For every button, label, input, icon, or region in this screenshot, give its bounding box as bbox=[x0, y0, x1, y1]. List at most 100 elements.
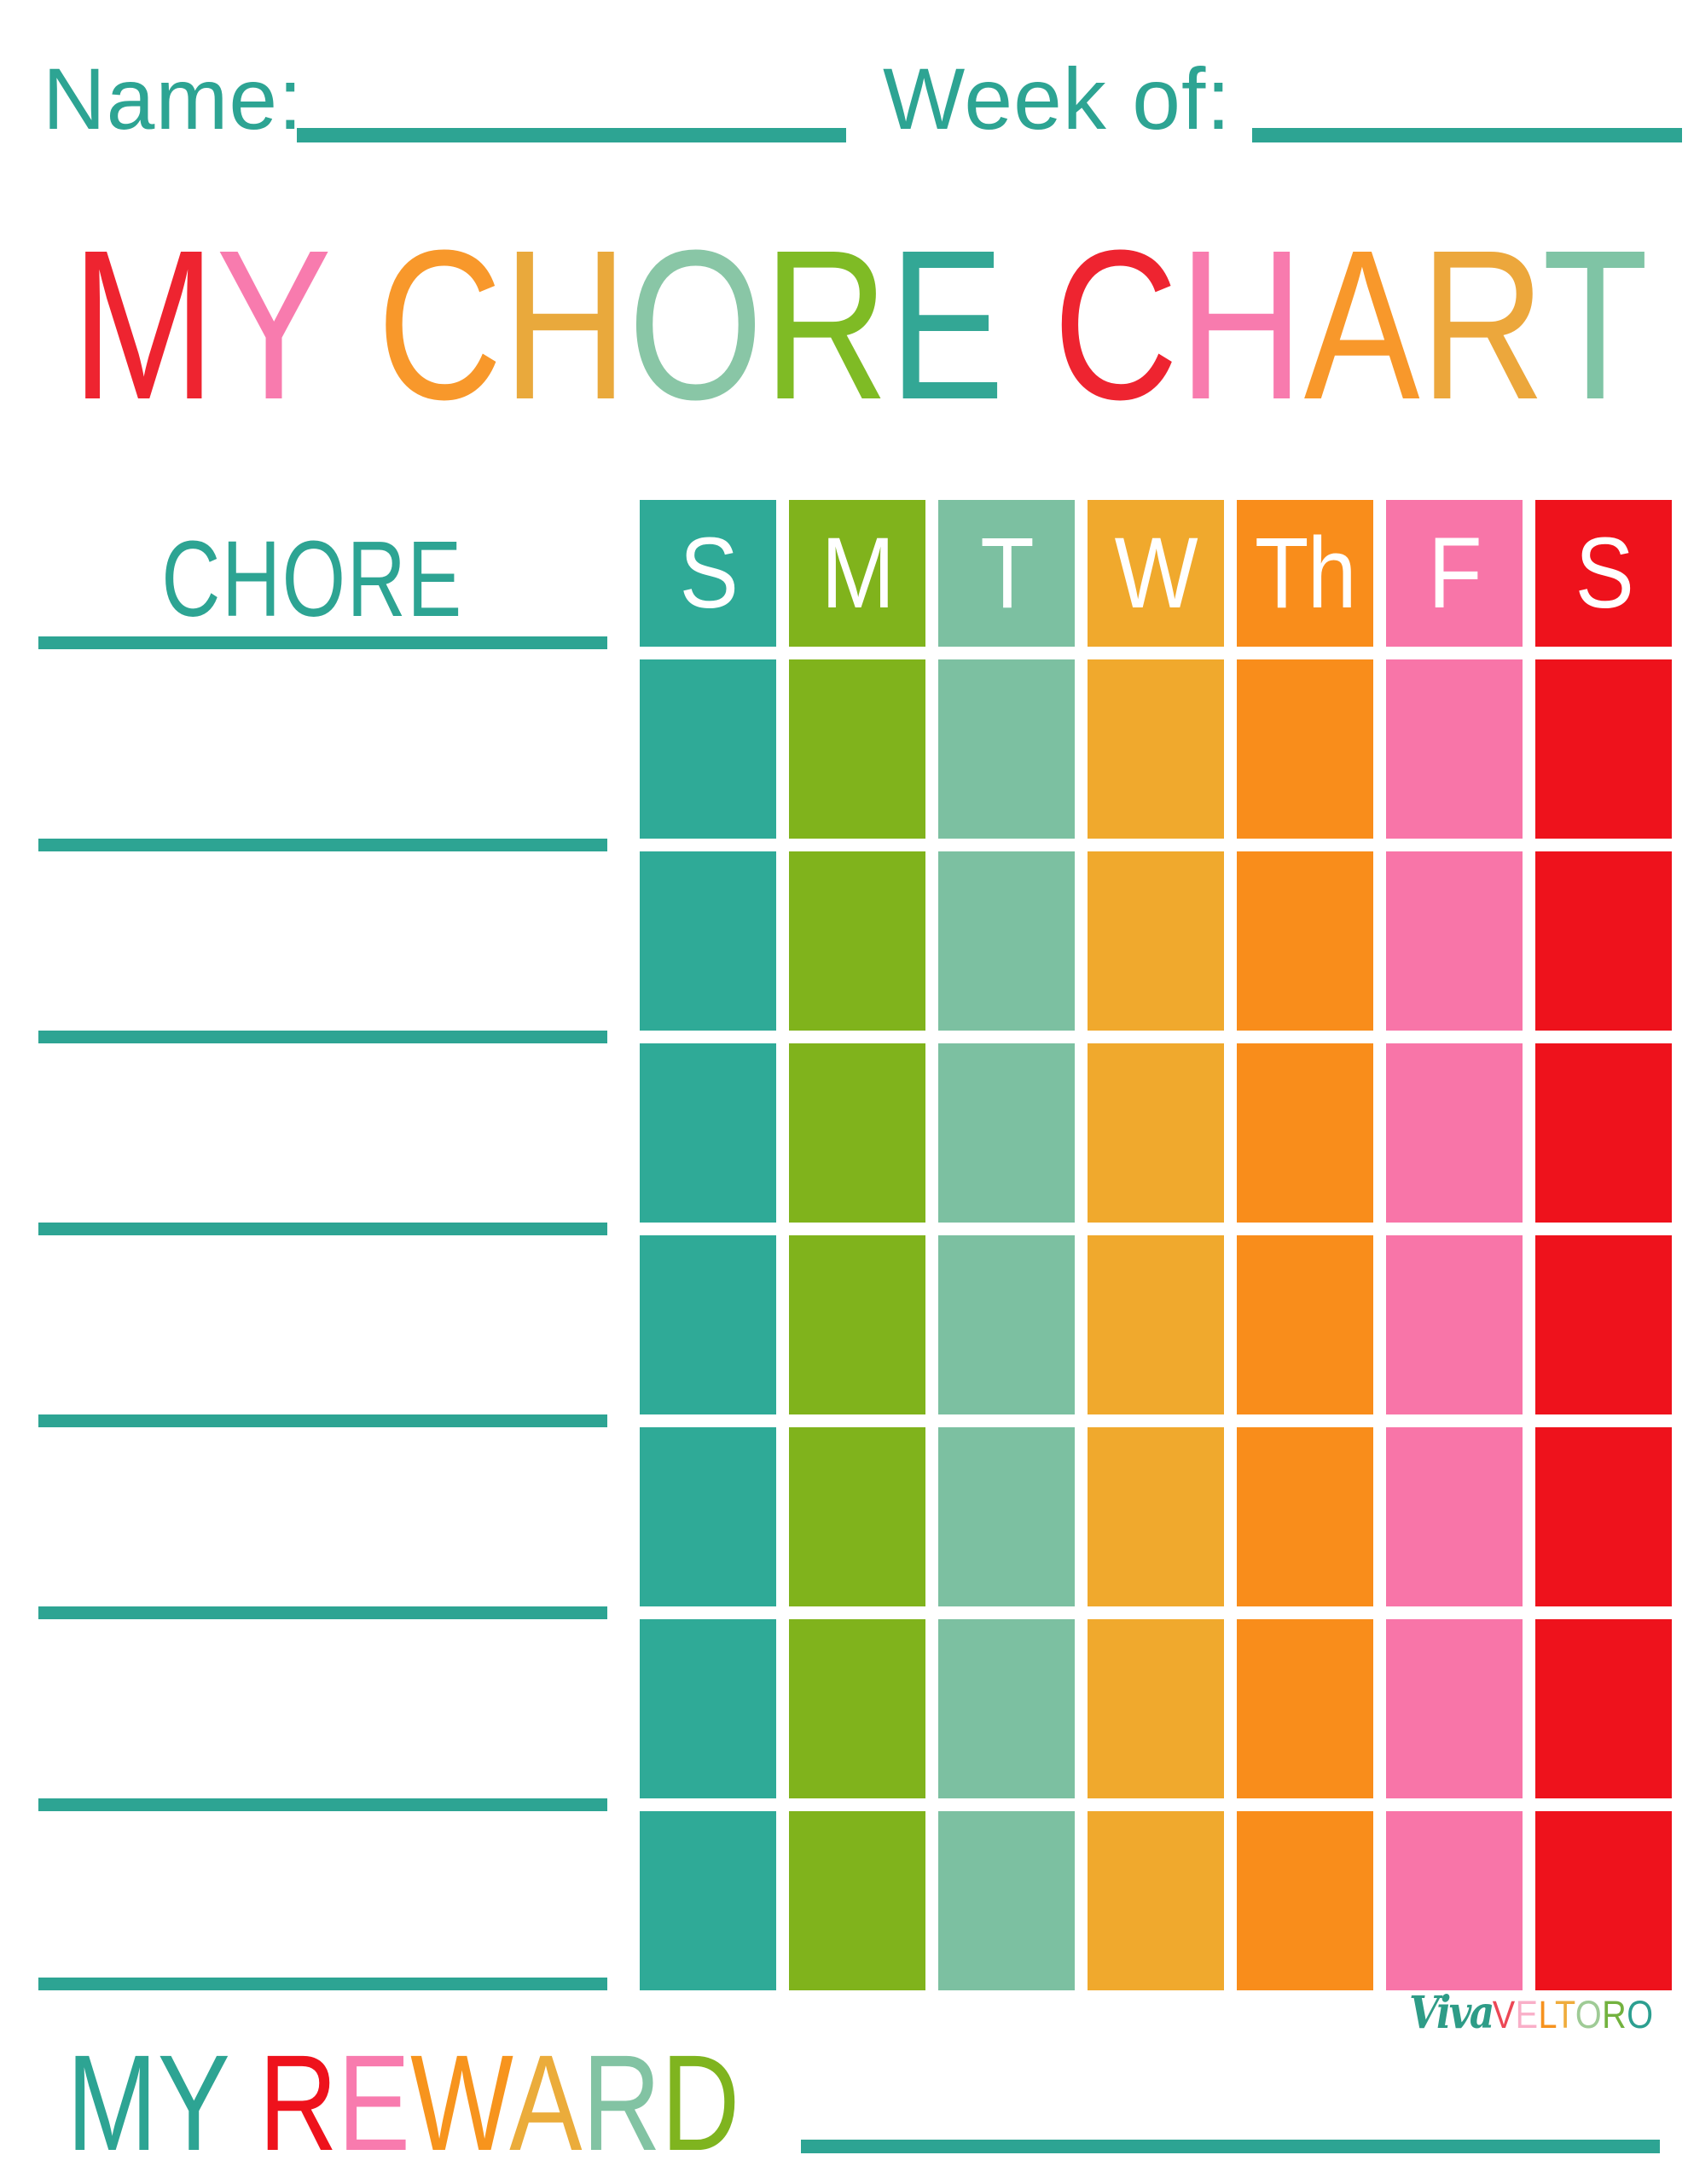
veltoro-letter: O bbox=[1627, 1993, 1654, 2036]
viva-script-wordmark: Viva bbox=[1409, 1987, 1494, 2039]
reward-letter bbox=[229, 2026, 259, 2179]
grid-cell bbox=[789, 1427, 925, 1606]
grid-cell bbox=[938, 1043, 1075, 1223]
day-header-label: T bbox=[980, 517, 1034, 630]
grid-cell bbox=[938, 1619, 1075, 1798]
page-title: MY CHORE CHART bbox=[71, 218, 1648, 432]
name-blank-line bbox=[297, 128, 846, 142]
grid-cell bbox=[1237, 1619, 1373, 1798]
grid-cell bbox=[640, 1811, 776, 1990]
grid-cell bbox=[640, 851, 776, 1031]
grid-cell bbox=[640, 1427, 776, 1606]
grid-cell bbox=[938, 1811, 1075, 1990]
day-header-cell-M: M bbox=[789, 500, 925, 647]
week-of-label: Week of: bbox=[883, 50, 1232, 148]
grid-cell bbox=[789, 1811, 925, 1990]
grid-cell bbox=[1088, 1619, 1224, 1798]
veltoro-letter: R bbox=[1602, 1993, 1627, 2036]
chore-write-line bbox=[38, 1798, 607, 1811]
grid-cell bbox=[1386, 1043, 1523, 1223]
title-letter: R bbox=[1419, 206, 1543, 444]
day-header-cell-F: F bbox=[1386, 500, 1523, 647]
veltoro-letter: L bbox=[1538, 1993, 1555, 2036]
week-grid: S M T W Th F S bbox=[640, 500, 1672, 1990]
title-letter: C bbox=[1053, 206, 1179, 444]
veltoro-letter: T bbox=[1554, 1993, 1575, 2036]
title-letter: A bbox=[1303, 206, 1420, 444]
grid-cell bbox=[1088, 659, 1224, 839]
chore-write-line bbox=[38, 1606, 607, 1619]
day-header-label: S bbox=[679, 517, 738, 630]
grid-cell bbox=[1237, 851, 1373, 1031]
day-header-cell-Th: Th bbox=[1237, 500, 1373, 647]
title-letter: M bbox=[71, 206, 217, 444]
grid-cell bbox=[1088, 1235, 1224, 1414]
grid-cell bbox=[1088, 851, 1224, 1031]
grid-cell bbox=[938, 851, 1075, 1031]
reward-letter: E bbox=[337, 2026, 411, 2179]
grid-cell bbox=[1535, 659, 1672, 839]
day-header-label: Th bbox=[1255, 517, 1356, 630]
chore-write-line bbox=[38, 1978, 607, 1990]
grid-cell bbox=[1386, 1619, 1523, 1798]
grid-cell bbox=[640, 1043, 776, 1223]
reward-letter: A bbox=[509, 2026, 583, 2179]
grid-cell bbox=[938, 659, 1075, 839]
veltoro-letter: O bbox=[1575, 1993, 1603, 2036]
grid-cell bbox=[1535, 851, 1672, 1031]
chore-write-line bbox=[38, 636, 607, 649]
veltoro-wordmark: VELTORO bbox=[1493, 1995, 1654, 2034]
reward-letter: W bbox=[410, 2026, 510, 2179]
grid-cell bbox=[1535, 1235, 1672, 1414]
grid-cell bbox=[1237, 1043, 1373, 1223]
reward-letter: R bbox=[582, 2026, 661, 2179]
reward-letter: M bbox=[67, 2026, 158, 2179]
veltoro-letter: E bbox=[1515, 1993, 1539, 2036]
grid-cell bbox=[640, 1235, 776, 1414]
grid-cell bbox=[1386, 1811, 1523, 1990]
day-header-label: W bbox=[1114, 517, 1198, 630]
grid-cell bbox=[789, 851, 925, 1031]
day-header-label: M bbox=[821, 517, 896, 630]
chore-write-line bbox=[38, 1223, 607, 1235]
day-header-cell-T: T bbox=[938, 500, 1075, 647]
title-letter: E bbox=[888, 206, 1005, 444]
grid-cell bbox=[640, 1619, 776, 1798]
grid-cell bbox=[1237, 1811, 1373, 1990]
chore-column-header: CHORE bbox=[161, 519, 463, 639]
grid-cell bbox=[1088, 1427, 1224, 1606]
grid-cell bbox=[1535, 1043, 1672, 1223]
title-letter: H bbox=[1178, 206, 1304, 444]
grid-cell bbox=[1386, 1427, 1523, 1606]
reward-letter: R bbox=[258, 2026, 338, 2179]
grid-cell bbox=[1535, 1427, 1672, 1606]
title-letter bbox=[328, 206, 377, 444]
grid-cell bbox=[1237, 1235, 1373, 1414]
reward-letter: D bbox=[660, 2026, 740, 2179]
grid-cell bbox=[1386, 851, 1523, 1031]
title-letter bbox=[1005, 206, 1053, 444]
grid-cell bbox=[1088, 1043, 1224, 1223]
grid-cell bbox=[1088, 1811, 1224, 1990]
my-reward-label: MY REWARD bbox=[67, 2035, 740, 2171]
grid-cell bbox=[789, 1235, 925, 1414]
title-letter: Y bbox=[216, 206, 329, 444]
title-letter: H bbox=[502, 206, 629, 444]
chore-write-line bbox=[38, 839, 607, 851]
day-header-label: S bbox=[1575, 517, 1633, 630]
chore-write-line bbox=[38, 1414, 607, 1427]
grid-cell bbox=[938, 1235, 1075, 1414]
grid-cell bbox=[1386, 659, 1523, 839]
name-label: Name: bbox=[43, 50, 304, 148]
reward-blank-line bbox=[801, 2140, 1660, 2153]
grid-cell bbox=[1237, 1427, 1373, 1606]
chore-write-line bbox=[38, 1031, 607, 1043]
grid-cell bbox=[1535, 1811, 1672, 1990]
day-header-cell-S: S bbox=[640, 500, 776, 647]
day-header-cell-S: S bbox=[1535, 500, 1672, 647]
grid-cell bbox=[789, 1619, 925, 1798]
title-letter: T bbox=[1542, 206, 1649, 444]
vivaveltoro-logo: VivaVELTORO bbox=[1409, 1991, 1653, 2036]
day-header-cell-W: W bbox=[1088, 500, 1224, 647]
